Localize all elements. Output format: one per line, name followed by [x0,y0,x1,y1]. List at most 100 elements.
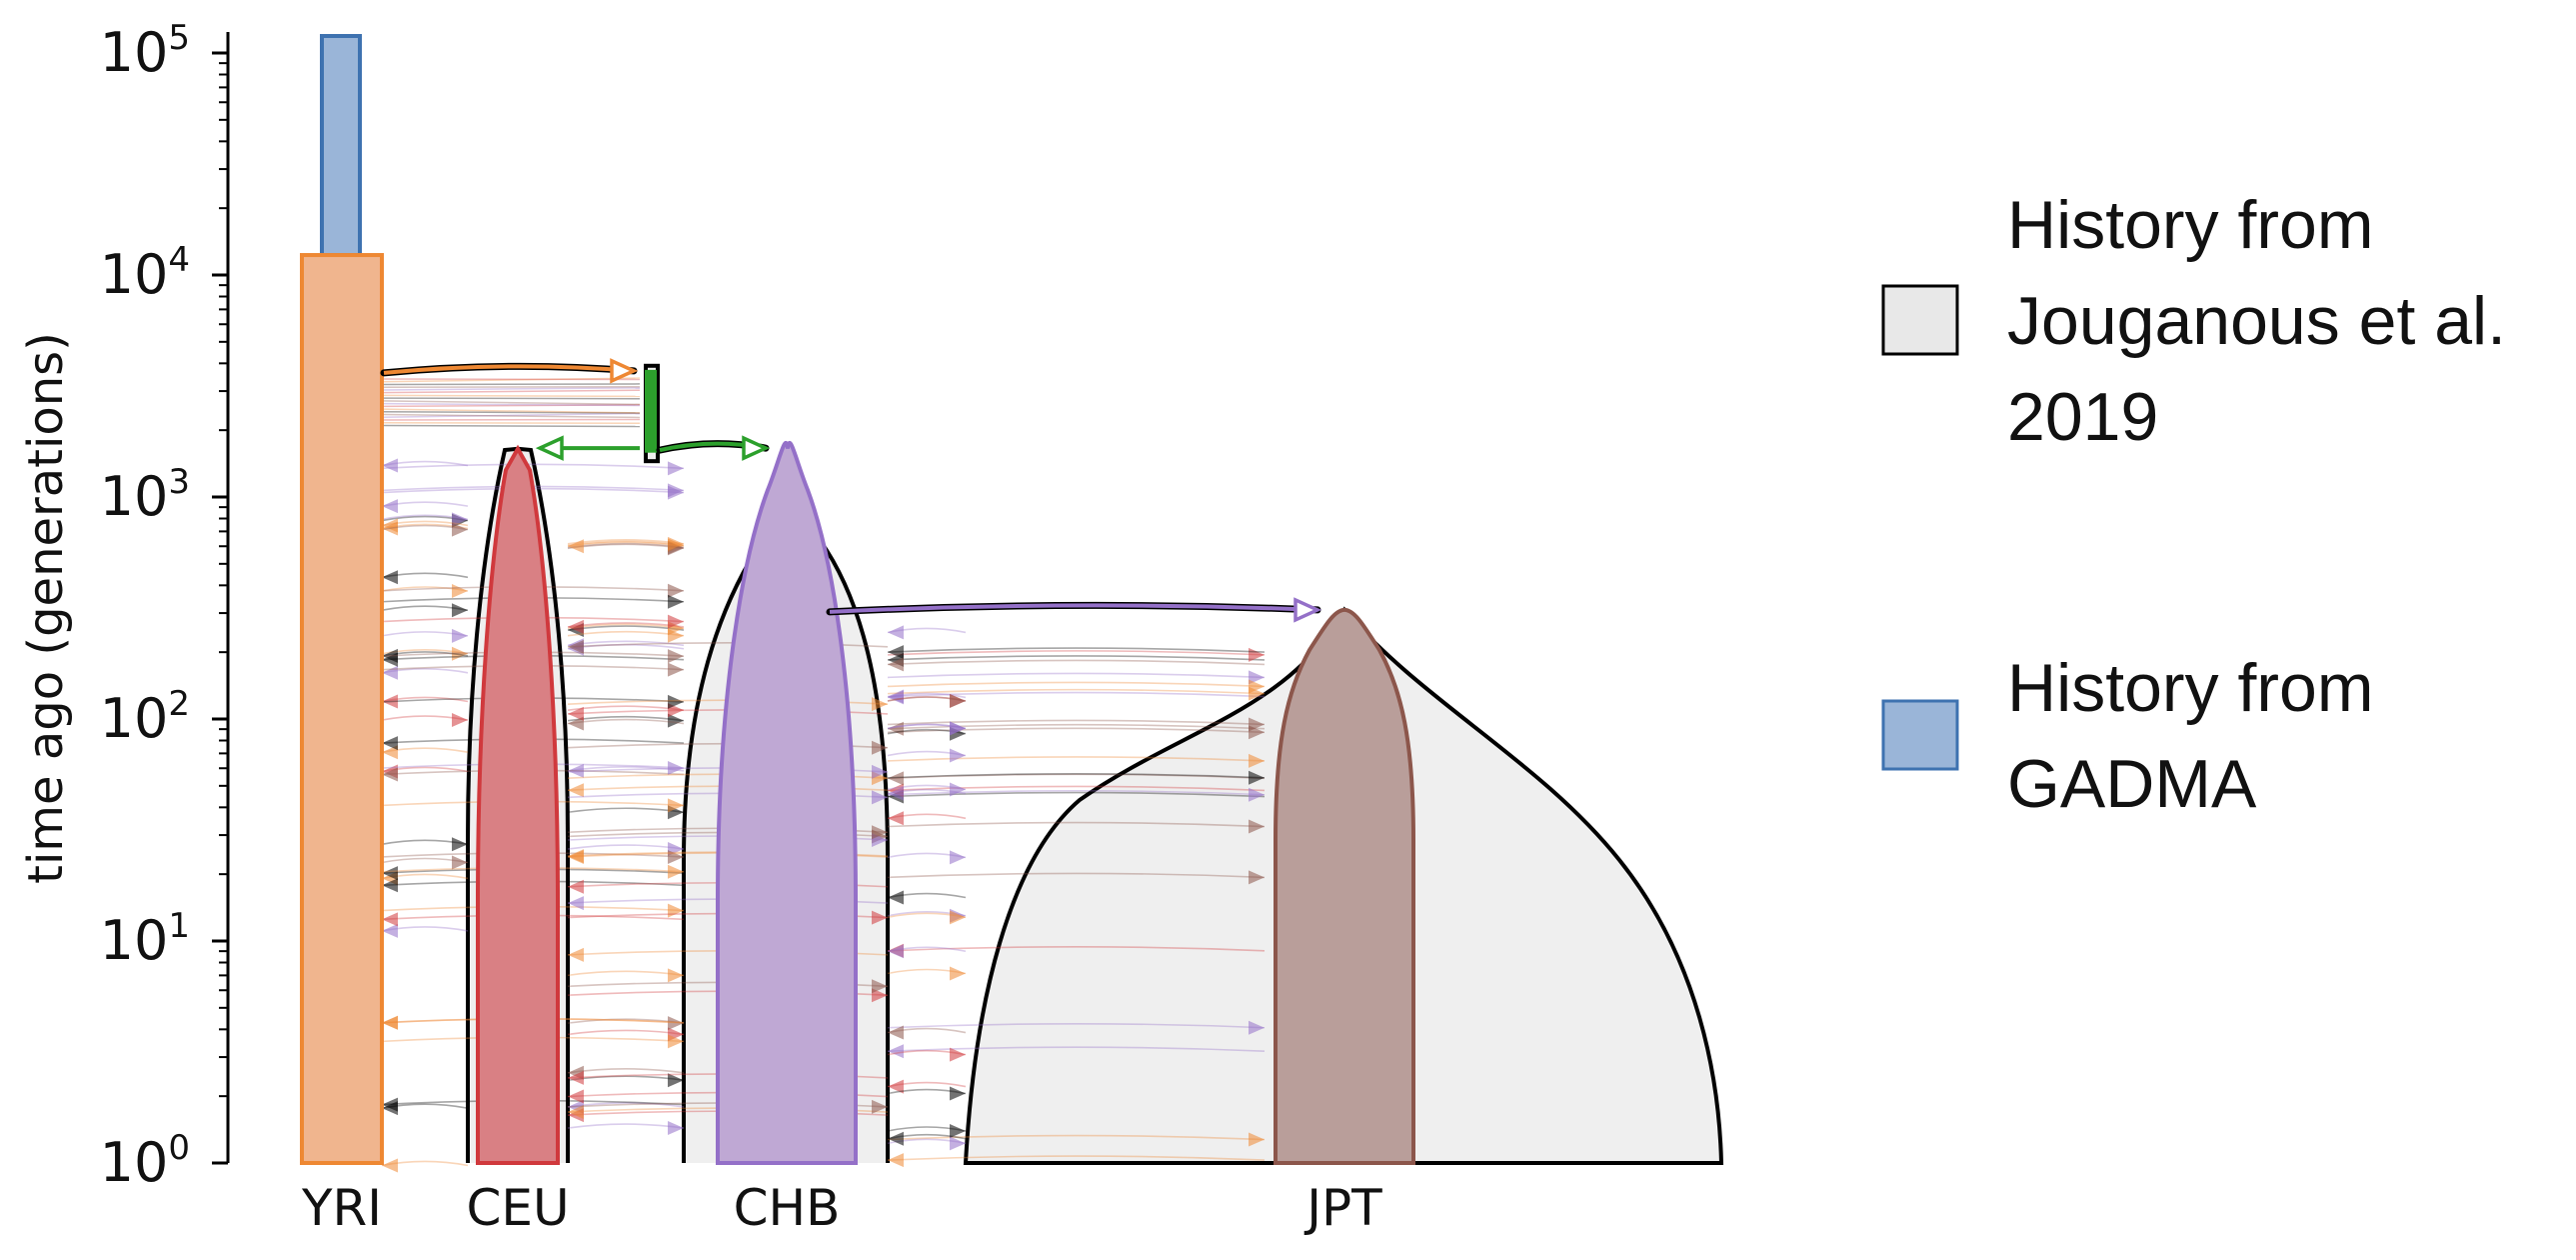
legend-label-1-line-0: History from [2007,650,2373,726]
yri-gadma-shape [300,253,384,1165]
migration-arrowhead-33 [668,968,684,983]
migration-arrowhead-7 [452,512,468,527]
ooa-chb-split-arrow-head [742,435,771,461]
migration-arrowhead-70 [668,849,684,864]
migration-arrowhead-53 [382,652,398,667]
population-label-chb: CHB [734,1179,841,1237]
chb-jpt-split-arrow-head [1293,597,1322,623]
migration-arrowhead-83 [1249,819,1265,834]
migration-arrowhead-63 [382,866,398,881]
migration-arrowhead-106 [950,966,966,981]
migration-arrowhead-102 [950,748,966,763]
migration-line-75 [887,691,1266,698]
y-tick-label-3: 103 [100,462,190,528]
migration-arrowhead-55 [382,736,398,751]
migration-arrowhead-75 [1249,870,1265,885]
migration-arrowhead-140 [872,740,888,755]
migration-arrowhead-85 [1249,647,1265,662]
migration-line-45 [567,844,685,850]
migration-arrowhead-129 [568,947,584,962]
migration-arrowhead-68 [668,761,684,776]
migration-arrowhead-19 [382,499,398,514]
migration-arrowhead-126 [872,988,888,1003]
migration-arrowhead-133 [568,1089,584,1104]
migration-line-80 [887,791,1266,798]
migration-arrowhead-14 [382,694,398,709]
ooa-migration-line-7 [381,404,641,408]
migration-arrowhead-123 [568,879,584,894]
legend: History from Jouganous et al. 2019 History … [1881,187,2506,822]
migration-arrowhead-59 [668,594,684,609]
migration-arrowhead-113 [950,910,966,925]
y-tick-label-2: 102 [100,684,190,750]
migration-arrowhead-23 [382,458,398,473]
migration-line-90 [887,727,1266,734]
migration-arrowhead-107 [950,1086,966,1101]
migration-line-91 [887,719,1266,726]
migration-line-94 [887,647,1266,653]
migration-arrowhead-73 [888,1044,904,1059]
migration-arrowhead-71 [668,903,684,918]
legend-swatch-0 [1881,284,1959,356]
migration-arrowhead-24 [452,837,468,852]
ooa-migration-line-17 [381,378,641,381]
split-arrows-layer [380,358,1322,623]
migration-arrowhead-92 [1249,717,1265,732]
migration-line-42 [567,718,685,725]
jpt-gadma-shape [1274,607,1415,1165]
legend-label-1-line-1: GADMA [2007,746,2257,822]
migration-arrowhead-98 [888,1079,904,1094]
migration-arrowhead-67 [382,912,398,927]
y-tick-label-4: 104 [100,240,190,306]
ooa-migration-line-12 [381,389,641,394]
migration-arrowhead-57 [668,461,684,476]
migration-arrowhead-116 [888,786,904,801]
migration-arrowhead-108 [888,690,904,705]
migration-line-34 [567,807,685,814]
migration-arrowhead-96 [888,657,904,672]
migration-arrowhead-138 [872,1099,888,1114]
migration-arrowhead-69 [668,649,684,664]
migration-arrowhead-4 [452,583,468,598]
migration-arrowhead-72 [668,662,684,677]
migration-line-56 [381,463,685,470]
migration-line-82 [887,821,1266,828]
ooa-migration-line-1 [381,421,641,425]
migration-arrowhead-10 [452,855,468,870]
ooa-migration-line-9 [381,400,641,406]
migration-line-74 [887,872,1266,879]
migration-arrowhead-56 [382,1015,398,1030]
ooa-ceu-split-arrow-head [535,435,564,461]
population-labels: YRI CEU CHB JPT [301,1179,1382,1237]
migration-arrowhead-101 [950,782,966,797]
migration-arrowhead-45 [568,619,584,634]
ooa-migration-line-6 [381,408,641,414]
migration-arrowhead-109 [888,944,904,959]
legend-label-0-line-2: 2019 [2007,379,2158,455]
migration-arrowhead-39 [568,539,584,554]
migration-arrowhead-62 [382,767,398,782]
migration-line-76 [887,946,1266,952]
migration-line-47 [567,630,685,637]
migration-arrowhead-89 [888,721,904,736]
migration-arrowhead-93 [888,771,904,786]
migration-arrowhead-143 [872,790,888,805]
migration-line-43 [567,705,685,711]
migration-arrowhead-61 [668,1034,684,1049]
ooa-gadma-bar [645,369,657,453]
migration-arrowhead-40 [668,536,684,551]
migration-arrowhead-50 [668,694,684,709]
migration-arrowhead-97 [950,1047,966,1062]
migration-line-31 [567,1029,685,1036]
ooa-migration-line-4 [381,413,641,419]
migration-arrowhead-18 [452,713,468,728]
chb-gadma-shape [716,440,858,1165]
migration-line-84 [887,650,1266,656]
migration-arrowhead-112 [888,1025,904,1040]
migration-line-78 [887,688,1266,695]
migration-arrowhead-136 [872,825,888,840]
migration-line-77 [887,681,1266,688]
migration-arrowhead-144 [568,706,584,721]
migration-line-79 [887,1155,1266,1161]
ceu-gadma-shape [476,444,560,1165]
